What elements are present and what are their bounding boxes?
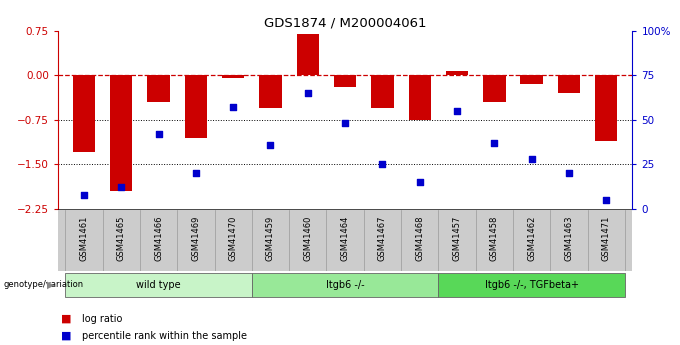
Point (340, 121, 351, 126)
Bar (334, 76, 356, 87)
Text: ■: ■ (61, 314, 71, 324)
Bar (259, 76, 282, 108)
Text: GSM41459: GSM41459 (266, 215, 275, 260)
Bar (558, 76, 580, 93)
Text: ▶: ▶ (47, 280, 54, 290)
Bar (371, 76, 394, 108)
Text: Itgb6 -/-, TGFbeta+: Itgb6 -/-, TGFbeta+ (485, 280, 579, 290)
Point (377, 161, 388, 167)
Text: GSM41462: GSM41462 (527, 215, 536, 261)
Bar (185, 76, 207, 138)
Text: GSM41457: GSM41457 (452, 215, 462, 261)
Text: GSM41471: GSM41471 (602, 215, 611, 261)
Bar (296, 34, 319, 76)
Bar (595, 76, 617, 141)
Text: ■: ■ (61, 331, 71, 341)
Point (116, 185, 126, 190)
Text: GSM41458: GSM41458 (490, 215, 499, 261)
Text: wild type: wild type (136, 280, 181, 290)
Text: genotype/variation: genotype/variation (3, 280, 84, 289)
Text: Itgb6 -/-: Itgb6 -/- (326, 280, 364, 290)
Text: GSM41470: GSM41470 (228, 215, 238, 261)
Point (452, 108, 462, 114)
Point (564, 170, 575, 176)
Point (78, 192, 89, 197)
Text: GSM41460: GSM41460 (303, 215, 312, 261)
Point (153, 131, 164, 137)
Text: GSM41468: GSM41468 (415, 215, 424, 261)
Text: GSM41464: GSM41464 (341, 215, 350, 261)
Text: GSM41461: GSM41461 (80, 215, 88, 261)
Point (414, 179, 425, 185)
Text: GSM41463: GSM41463 (564, 215, 573, 261)
Text: percentile rank within the sample: percentile rank within the sample (82, 331, 247, 341)
FancyBboxPatch shape (252, 273, 439, 297)
Point (303, 90, 313, 96)
Point (489, 140, 500, 146)
Point (228, 105, 239, 110)
Text: log ratio: log ratio (82, 314, 122, 324)
Text: GSM41469: GSM41469 (191, 215, 201, 261)
Bar (148, 76, 170, 102)
Bar (520, 76, 543, 85)
Text: GSM41467: GSM41467 (378, 215, 387, 261)
Text: GSM41465: GSM41465 (117, 215, 126, 261)
Bar (110, 76, 133, 191)
Bar (409, 76, 431, 120)
Title: GDS1874 / M200004061: GDS1874 / M200004061 (264, 17, 426, 30)
Point (190, 170, 201, 176)
FancyBboxPatch shape (439, 273, 625, 297)
Bar (222, 76, 244, 78)
Text: GSM41466: GSM41466 (154, 215, 163, 261)
Point (526, 156, 537, 162)
Bar (446, 71, 469, 76)
Point (601, 197, 612, 203)
Point (265, 142, 276, 148)
Bar (73, 76, 95, 152)
FancyBboxPatch shape (65, 273, 252, 297)
Bar (483, 76, 505, 102)
